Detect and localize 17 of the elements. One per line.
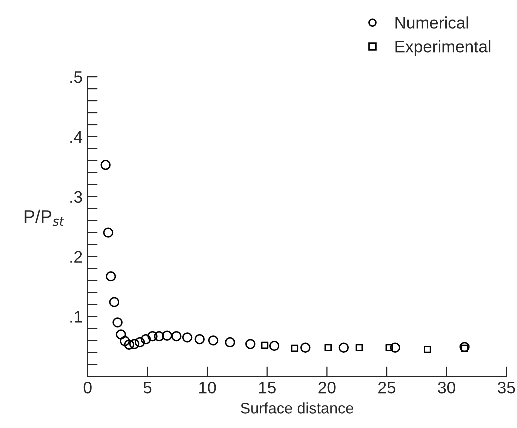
x-tick-label: 30 xyxy=(438,382,456,394)
x-tick-label: 0 xyxy=(84,382,92,394)
y-tick-label: .1 xyxy=(70,311,82,323)
y-axis-title: P/P$_{st}$ xyxy=(24,210,65,226)
x-tick-label: 10 xyxy=(200,382,216,394)
x-tick-label: 35 xyxy=(498,382,516,394)
x-tick-label: 5 xyxy=(144,382,152,394)
x-tick-label: 25 xyxy=(378,382,396,394)
y-tick-label: .5 xyxy=(70,72,82,84)
y-tick-label: .2 xyxy=(70,251,82,263)
x-tick-label: 15 xyxy=(259,382,276,394)
x-axis-title: Surface distance xyxy=(241,402,354,414)
y-tick-label: .3 xyxy=(70,191,82,204)
legend-label: Numerical xyxy=(396,16,468,29)
x-tick-label: 20 xyxy=(318,382,336,394)
y-tick-label: .4 xyxy=(70,132,83,143)
legend-label: Experimental xyxy=(396,40,491,56)
